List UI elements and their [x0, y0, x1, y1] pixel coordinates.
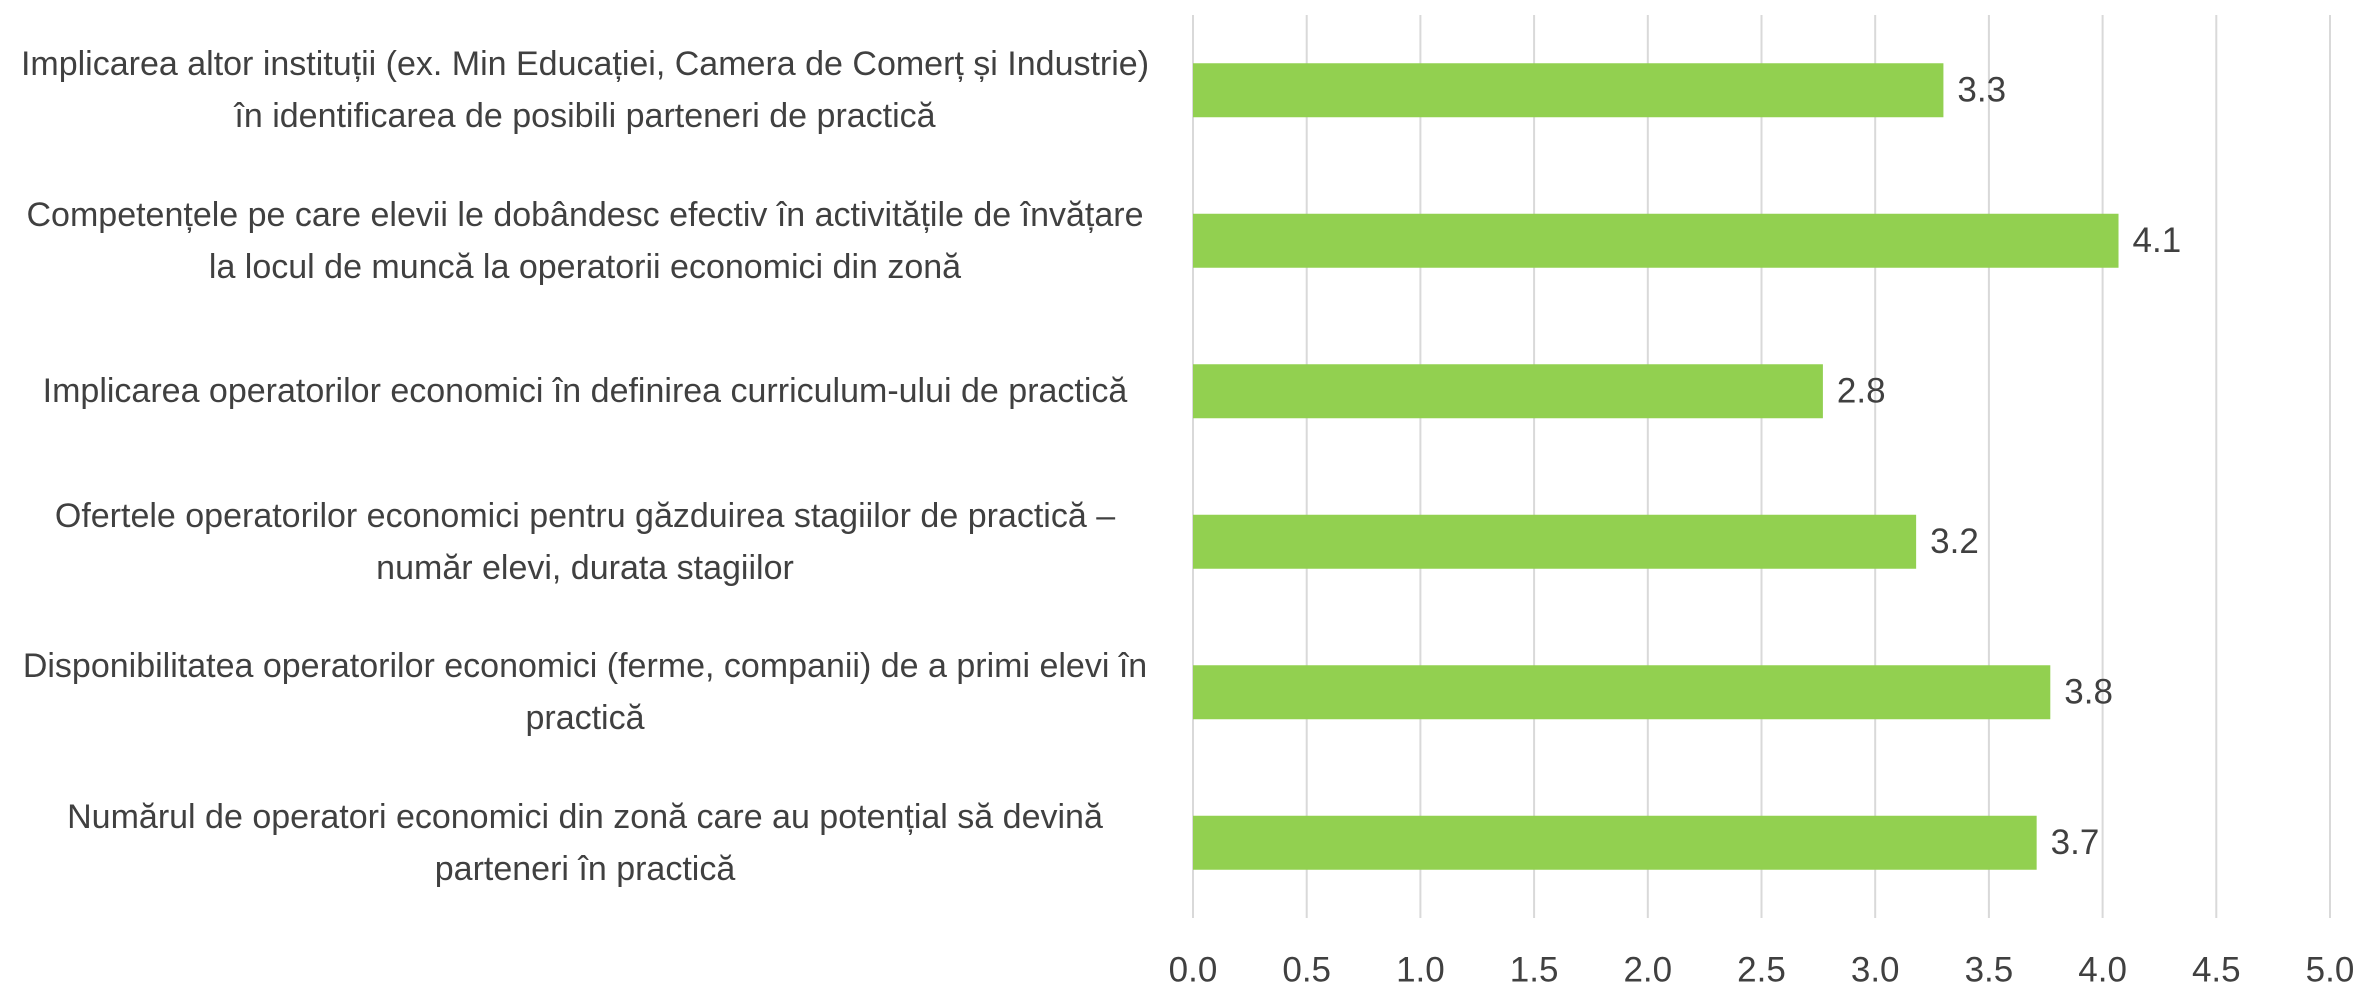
x-tick-label: 1.0 [1396, 950, 1445, 989]
y-tick-label: Numărul de operatori economici din zonă … [67, 797, 1103, 888]
y-tick-label: Disponibilitatea operatorilor economici … [22, 647, 1148, 738]
data-label: 3.3 [1957, 71, 2006, 110]
y-tick-label: Competențele pe care elevii le dobândesc… [26, 195, 1144, 286]
x-tick-label: 2.5 [1737, 950, 1786, 989]
x-tick-label: 0.0 [1169, 950, 1218, 989]
x-tick-label: 4.0 [2078, 950, 2127, 989]
data-label: 3.8 [2064, 673, 2113, 712]
bar [1193, 815, 2037, 870]
bar [1193, 665, 2051, 720]
x-tick-label: 0.5 [1282, 950, 1331, 989]
x-tick-label: 5.0 [2306, 950, 2355, 989]
y-tick-label: Implicarea operatorilor economici în def… [42, 372, 1128, 411]
data-label: 3.2 [1930, 522, 1979, 561]
y-tick-label: Implicarea altor instituții (ex. Min Edu… [20, 45, 1150, 136]
x-tick-label: 4.5 [2192, 950, 2241, 989]
bar [1193, 364, 1823, 419]
x-tick-label: 3.5 [1965, 950, 2014, 989]
x-tick-label: 3.0 [1851, 950, 1900, 989]
bar [1193, 63, 1944, 118]
x-tick-label: 1.5 [1510, 950, 1559, 989]
data-label: 3.7 [2051, 823, 2100, 862]
x-tick-label: 2.0 [1623, 950, 1672, 989]
y-tick-label: Ofertele operatorilor economici pentru g… [54, 496, 1116, 587]
data-label: 4.1 [2133, 221, 2182, 260]
bar [1193, 514, 1917, 569]
bar [1193, 213, 2119, 268]
data-label: 2.8 [1837, 372, 1886, 411]
